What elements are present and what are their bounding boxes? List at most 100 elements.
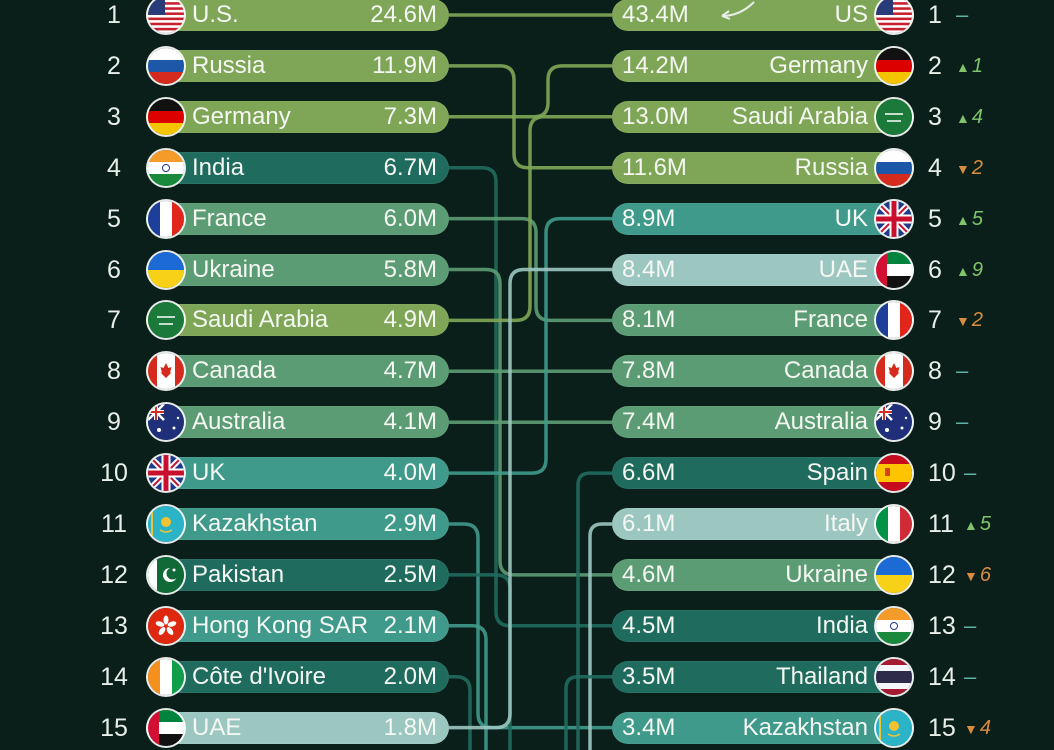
- no-change-dash: –: [956, 358, 969, 384]
- rank-change-value: 4: [979, 716, 991, 739]
- left-country-label: Saudi Arabia: [192, 306, 329, 334]
- left-rank-label: 10: [100, 459, 128, 488]
- right-country-label: France: [793, 306, 868, 334]
- right-rank-label: 15: [928, 713, 956, 742]
- right-value-label: 11.6M: [622, 153, 687, 181]
- left-value-label: 4.9M: [383, 306, 437, 334]
- connector-line: [449, 267, 612, 577]
- left-bar: Saudi Arabia 4.9M: [146, 302, 449, 339]
- no-change-dash: –: [964, 663, 977, 689]
- cote-divoire-flag-icon: [148, 658, 184, 695]
- right-value-label: 8.1M: [622, 306, 676, 334]
- rank-change-value: 2: [971, 309, 983, 332]
- right-rank-label: 2: [928, 51, 942, 80]
- left-country-label: India: [192, 153, 245, 181]
- right-value-label: 14.2M: [622, 51, 689, 79]
- connector-line: [564, 674, 612, 750]
- left-country-label: Ukraine: [192, 255, 275, 283]
- australia-flag-icon: [148, 404, 184, 441]
- up-arrow-icon: ▲: [956, 58, 970, 75]
- france-flag-icon: [148, 200, 184, 237]
- curved-arrow-icon: [721, 1, 755, 20]
- left-country-label: U.S.: [192, 1, 239, 28]
- left-rank-label: 14: [100, 662, 128, 691]
- left-value-label: 4.0M: [383, 459, 437, 487]
- down-arrow-icon: ▼: [964, 720, 978, 737]
- left-bar: Germany 7.3M: [146, 98, 449, 135]
- right-rank-label: 6: [928, 255, 942, 284]
- right-country-label: Canada: [783, 357, 868, 385]
- right-value-label: 3.4M: [622, 713, 676, 741]
- right-bar: 4.5M India: [612, 607, 914, 644]
- left-bar: France 6.0M: [146, 200, 449, 237]
- rank-change-label: –: [964, 459, 976, 488]
- rank-change-label: ▲ 5: [964, 510, 991, 539]
- rank-change-label: ▼ 4: [964, 714, 991, 743]
- right-bar: 6.6M Spain: [612, 455, 914, 492]
- left-country-label: Hong Kong SAR: [192, 611, 369, 639]
- rank-change-value: 5: [971, 207, 983, 230]
- connector-line: [588, 522, 612, 750]
- right-value-label: 13.0M: [622, 102, 689, 130]
- rank-change-value: 4: [971, 105, 983, 128]
- right-country-label: UAE: [818, 255, 868, 283]
- right-value-label: 43.4M: [622, 1, 689, 28]
- rank-change-label: –: [956, 408, 968, 437]
- no-change-dash: –: [956, 409, 969, 435]
- right-country-label: Italy: [823, 510, 868, 537]
- right-bar: 3.4M Kazakhstan: [612, 709, 914, 746]
- right-bar: 7.4M Australia: [612, 404, 914, 441]
- germany-flag-icon: [876, 47, 912, 84]
- right-rank-label: 1: [928, 1, 942, 29]
- rank-change-label: ▲ 5: [956, 205, 983, 234]
- right-country-label: Ukraine: [785, 560, 868, 588]
- right-country-label: Thailand: [775, 662, 868, 690]
- up-arrow-icon: ▲: [956, 109, 970, 126]
- left-country-label: UAE: [192, 713, 242, 741]
- down-arrow-icon: ▼: [964, 567, 978, 584]
- left-country-label: Germany: [192, 102, 291, 130]
- left-bar: Hong Kong SAR 2.1M: [146, 607, 449, 644]
- up-arrow-icon: ▲: [956, 262, 970, 279]
- left-value-label: 7.3M: [383, 102, 437, 130]
- left-country-label: Kazakhstan: [192, 510, 318, 537]
- left-value-label: 2.9M: [383, 510, 437, 537]
- rank-change-label: –: [956, 1, 968, 30]
- right-bar: 6.1M Italy: [612, 506, 914, 542]
- rank-change-value: 1: [971, 54, 983, 77]
- right-bar: 11.6M Russia: [612, 149, 914, 186]
- left-bar: Canada 4.7M: [146, 353, 449, 390]
- no-change-dash: –: [964, 460, 977, 486]
- italy-flag-icon: [876, 506, 912, 542]
- right-bar: 8.9M UK: [612, 200, 914, 237]
- right-country-label: UK: [834, 204, 868, 232]
- left-country-label: Côte d'Ivoire: [192, 662, 326, 690]
- right-country-label: Kazakhstan: [742, 713, 868, 741]
- left-rank-label: 11: [101, 510, 127, 538]
- right-rank-label: 9: [928, 408, 942, 437]
- rank-change-label: ▼ 2: [956, 154, 983, 183]
- left-value-label: 2.0M: [383, 662, 437, 690]
- left-rank-label: 12: [100, 560, 128, 589]
- right-country-label: Germany: [769, 51, 868, 79]
- left-value-label: 1.8M: [383, 713, 437, 741]
- india-flag-icon: [148, 149, 184, 186]
- down-arrow-icon: ▼: [956, 313, 970, 330]
- right-rank-label: 3: [928, 102, 942, 131]
- right-bar: 14.2M Germany: [612, 47, 914, 84]
- right-value-label: 4.5M: [622, 611, 676, 639]
- russia-flag-icon: [148, 47, 184, 84]
- right-country-label: India: [815, 611, 868, 639]
- left-country-label: UK: [192, 459, 226, 487]
- left-bar: UK 4.0M: [146, 455, 449, 492]
- spain-flag-icon: [876, 455, 912, 492]
- right-value-label: 3.5M: [622, 662, 676, 690]
- right-value-label: 7.4M: [622, 408, 676, 436]
- germany-flag-icon: [148, 98, 184, 135]
- rank-change-value: 2: [971, 156, 983, 179]
- ukraine-flag-icon: [876, 556, 912, 593]
- connector-line: [449, 165, 612, 628]
- left-value-label: 11.9M: [372, 51, 437, 79]
- rank-change-label: –: [964, 663, 976, 692]
